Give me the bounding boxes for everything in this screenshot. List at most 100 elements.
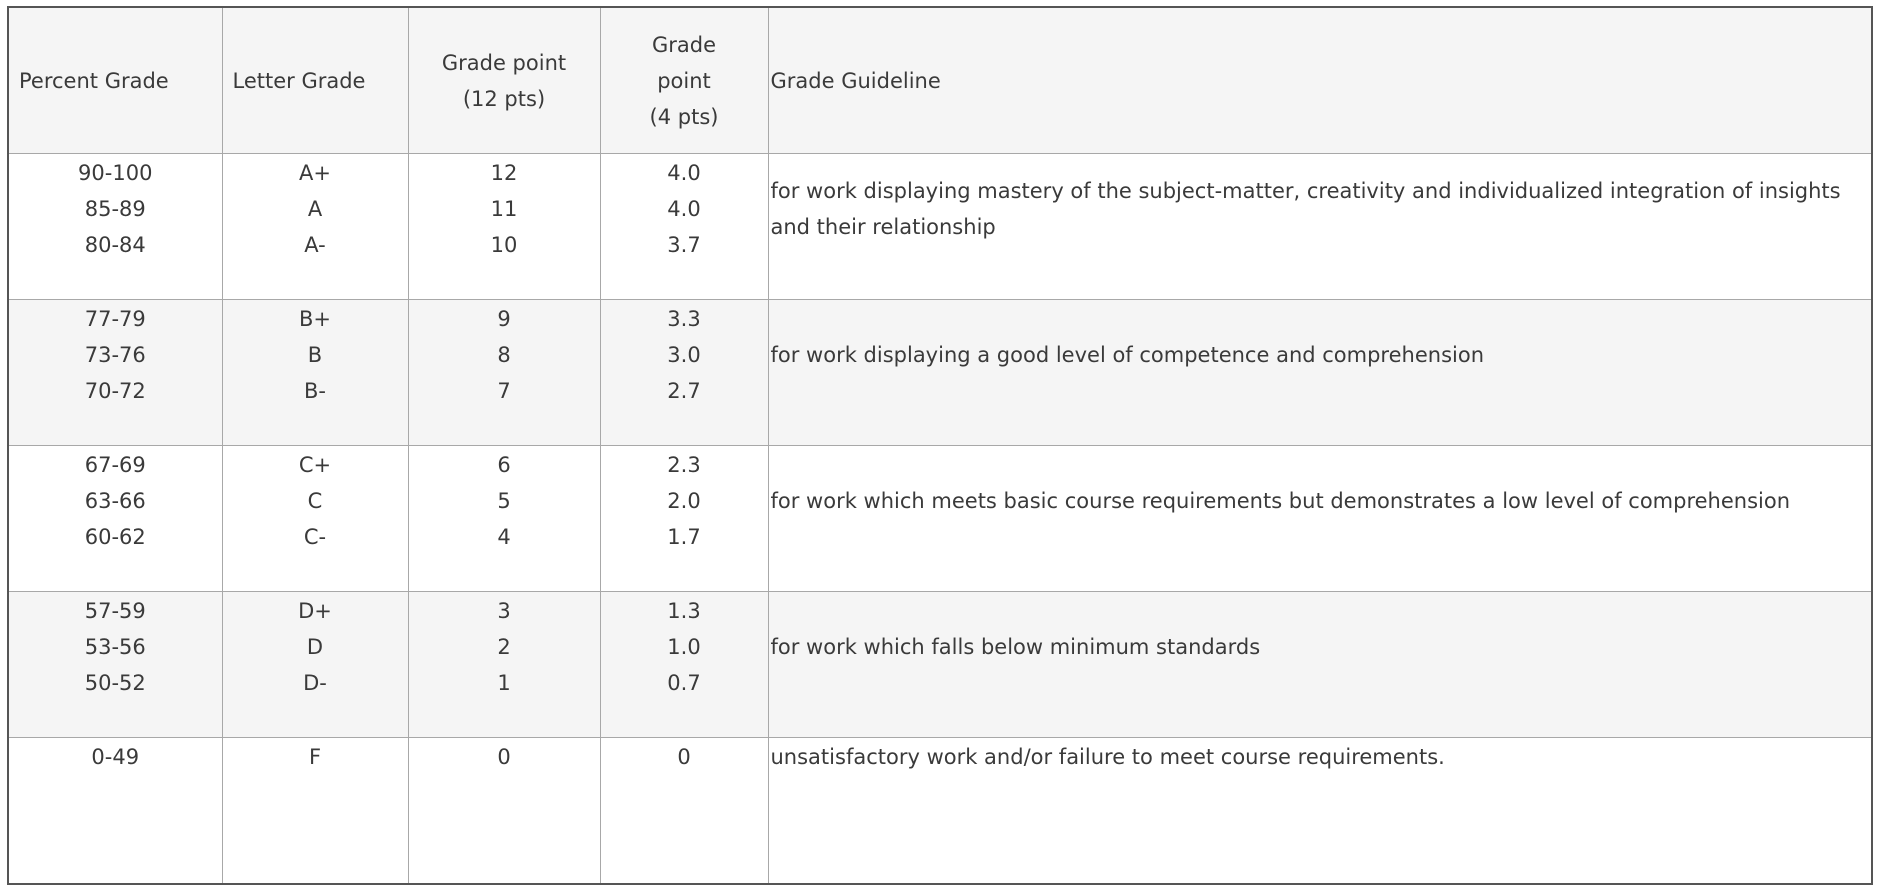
value-cell: 0-49 — [7, 737, 223, 885]
guideline-text: for work displaying a good level of comp… — [770, 343, 1485, 367]
guideline-box: for work which meets basic course requir… — [771, 447, 1852, 555]
value-cell: 4.0 4.0 3.7 — [599, 153, 769, 300]
cell-text: D — [306, 635, 324, 659]
value-cell: 3 2 1 — [407, 591, 601, 738]
grade-row: 77-79 73-76 70-72 B+ B B- 9 8 7 3.3 3.0 2.7 for work… — [7, 299, 1873, 446]
header-text: point — [657, 68, 711, 93]
value-lines: 1.3 1.0 0.7 — [601, 593, 768, 701]
cell-text: 70-72 — [84, 379, 146, 403]
cell-text: 0 — [677, 745, 691, 769]
value-cell: C+ C C- — [221, 445, 409, 592]
grade-row: 0-49 F 0 0 unsatisfactory work and/or failur… — [7, 737, 1873, 885]
cell-text: 50-52 — [84, 671, 146, 695]
cell-text: 5 — [497, 489, 511, 513]
grade-table: Percent Grade Letter Grade Grade point (12 … — [7, 6, 1873, 885]
cell-text: A+ — [299, 161, 331, 185]
header-cell: Percent Grade — [7, 6, 223, 154]
header-text: (12 pts) — [462, 86, 546, 111]
header-text: Letter Grade — [232, 68, 366, 93]
cell-text: 1.0 — [667, 635, 701, 659]
cell-text: 9 — [497, 307, 511, 331]
cell-text: 4.0 — [667, 197, 701, 221]
cell-text: 7 — [497, 379, 511, 403]
value-lines: 3.3 3.0 2.7 — [601, 301, 768, 409]
cell-text: 4.0 — [667, 161, 701, 185]
guideline-box: unsatisfactory work and/or failure to me… — [771, 739, 1852, 775]
value-cell: 3.3 3.0 2.7 — [599, 299, 769, 446]
value-cell: 1.3 1.0 0.7 — [599, 591, 769, 738]
guideline-text: for work displaying mastery of the subje… — [770, 179, 1841, 239]
value-lines: 12 11 10 — [409, 155, 600, 263]
value-lines: 90-100 85-89 80-84 — [9, 155, 222, 263]
cell-text: 3.3 — [667, 307, 701, 331]
value-lines: A+ A A- — [223, 155, 408, 263]
cell-text: 1.3 — [667, 599, 701, 623]
value-cell: 0 — [407, 737, 601, 885]
cell-text: C+ — [298, 453, 332, 477]
page: Percent Grade Letter Grade Grade point (12 … — [7, 6, 1873, 885]
value-cell: D+ D D- — [221, 591, 409, 738]
header-cell: Grade Guideline — [767, 6, 1873, 154]
cell-text: 1 — [497, 671, 511, 695]
cell-text: A- — [304, 233, 326, 257]
header-cell: Grade point (4 pts) — [599, 6, 769, 154]
cell-text: 0.7 — [667, 671, 701, 695]
cell-text: B+ — [298, 307, 331, 331]
value-lines: 9 8 7 — [409, 301, 600, 409]
cell-text: 3.0 — [667, 343, 701, 367]
value-cell: 77-79 73-76 70-72 — [7, 299, 223, 446]
header-text: Grade point — [441, 50, 567, 75]
guideline-cell: for work which meets basic course requir… — [767, 445, 1873, 592]
guideline-text: unsatisfactory work and/or failure to me… — [770, 745, 1445, 769]
cell-text: B- — [304, 379, 326, 403]
cell-text: 0 — [497, 745, 511, 769]
cell-text: F — [308, 745, 322, 769]
cell-text: 2.0 — [667, 489, 701, 513]
header-cell: Grade point (12 pts) — [407, 6, 601, 154]
header-text: (4 pts) — [649, 104, 719, 129]
cell-text: 77-79 — [84, 307, 146, 331]
grade-row: 67-69 63-66 60-62 C+ C C- 6 5 4 2.3 2.0 1.7 for work… — [7, 445, 1873, 592]
cell-text: 63-66 — [84, 489, 146, 513]
header-text: Percent Grade — [19, 68, 169, 93]
value-cell: 67-69 63-66 60-62 — [7, 445, 223, 592]
guideline-box: for work which falls below minimum stand… — [771, 593, 1852, 701]
cell-text: 57-59 — [84, 599, 146, 623]
cell-text: D- — [303, 671, 327, 695]
cell-text: 60-62 — [84, 525, 146, 549]
cell-text: 0-49 — [91, 745, 140, 769]
value-lines: D+ D D- — [223, 593, 408, 701]
cell-text: 2.7 — [667, 379, 701, 403]
cell-text: 67-69 — [84, 453, 146, 477]
cell-text: C — [307, 489, 323, 513]
value-lines: 77-79 73-76 70-72 — [9, 301, 222, 409]
header-text: Grade — [651, 32, 717, 57]
grade-row: 90-100 85-89 80-84 A+ A A- 12 11 10 4.0 4.0 3.7 for … — [7, 153, 1873, 300]
value-cell: 9 8 7 — [407, 299, 601, 446]
cell-text: 10 — [490, 233, 518, 257]
value-cell: 57-59 53-56 50-52 — [7, 591, 223, 738]
cell-text: A — [307, 197, 323, 221]
guideline-cell: for work which falls below minimum stand… — [767, 591, 1873, 738]
header-cell: Letter Grade — [221, 6, 409, 154]
cell-text: 12 — [490, 161, 518, 185]
value-cell: 0 — [599, 737, 769, 885]
value-lines: C+ C C- — [223, 447, 408, 555]
cell-text: 2 — [497, 635, 511, 659]
cell-text: 4 — [497, 525, 511, 549]
value-lines: 4.0 4.0 3.7 — [601, 155, 768, 263]
cell-text: 6 — [497, 453, 511, 477]
cell-text: 53-56 — [84, 635, 146, 659]
value-lines: 57-59 53-56 50-52 — [9, 593, 222, 701]
guideline-box: for work displaying mastery of the subje… — [771, 155, 1852, 263]
value-lines: 67-69 63-66 60-62 — [9, 447, 222, 555]
guideline-box: for work displaying a good level of comp… — [771, 301, 1852, 409]
guideline-cell: for work displaying mastery of the subje… — [767, 153, 1873, 300]
value-lines: 0-49 — [9, 739, 222, 775]
cell-text: C- — [303, 525, 327, 549]
value-lines: 3 2 1 — [409, 593, 600, 701]
value-lines: F — [223, 739, 408, 775]
grade-row: 57-59 53-56 50-52 D+ D D- 3 2 1 1.3 1.0 0.7 for work… — [7, 591, 1873, 738]
value-cell: 12 11 10 — [407, 153, 601, 300]
value-lines: 0 — [409, 739, 600, 775]
